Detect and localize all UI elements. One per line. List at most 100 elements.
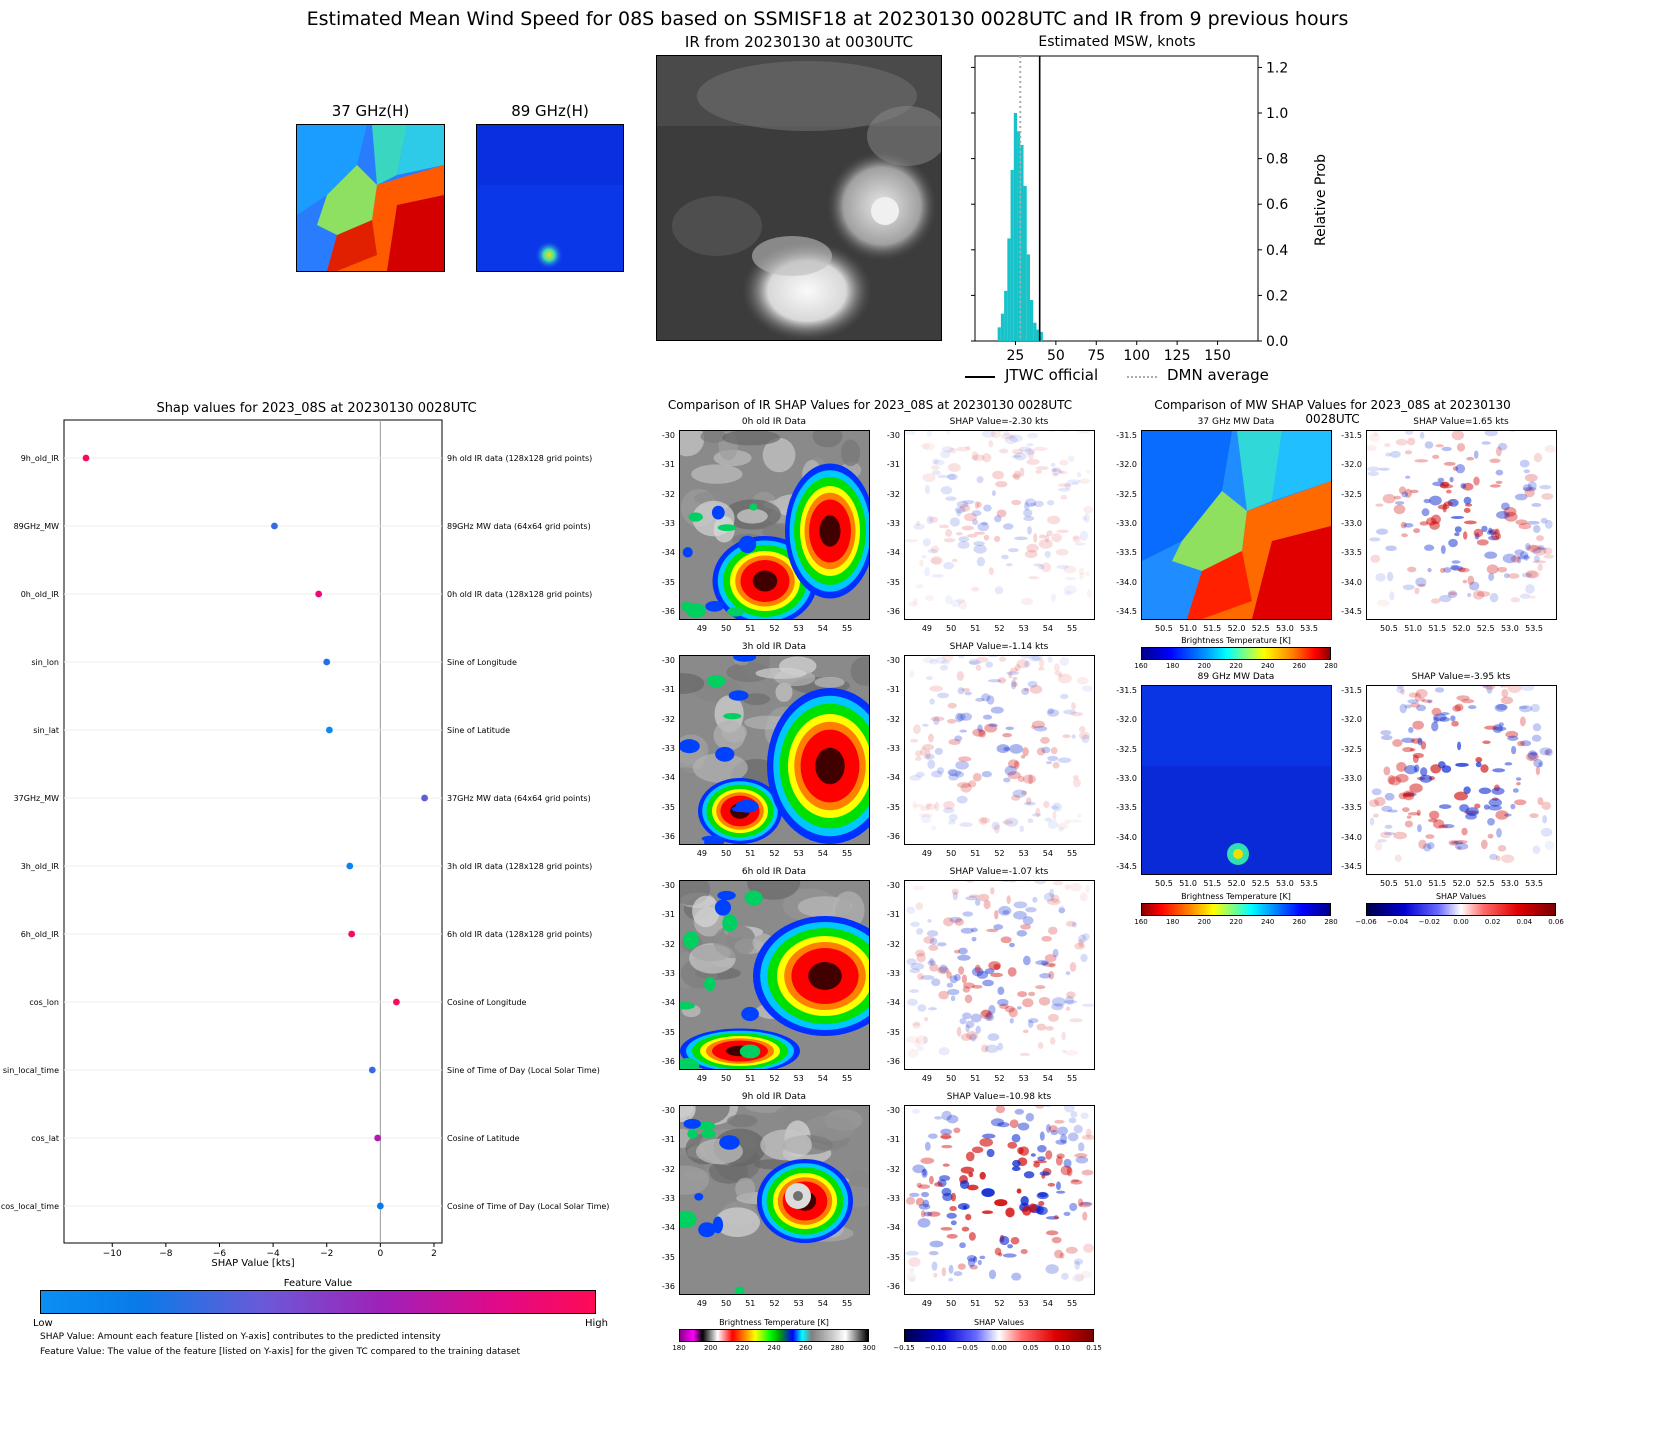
shap-blob (1079, 571, 1084, 580)
x-tick-label: 50.5 (1380, 624, 1398, 633)
shap-blob (1517, 740, 1525, 747)
shap-blob (997, 986, 1005, 995)
x-tick-label: 54 (817, 624, 828, 633)
shap-blob (1065, 1246, 1078, 1254)
shap-blob (984, 1044, 999, 1054)
shap-blob (934, 1182, 943, 1187)
shap-blob (925, 675, 933, 681)
shap-blob (908, 1267, 915, 1273)
shap-blob (1046, 530, 1053, 537)
shap-blob (997, 431, 1004, 433)
x-tick-label: 55 (1066, 1074, 1078, 1083)
shap-blob (1481, 441, 1491, 445)
shap-blob (1401, 533, 1408, 538)
colorbar-tick-label: 200 (703, 1344, 718, 1352)
shap-blob (1007, 1244, 1013, 1249)
shap-blob (1544, 519, 1553, 529)
shap-blob (1504, 813, 1512, 817)
shap-blob (1438, 824, 1449, 829)
mw37-region (1252, 526, 1331, 619)
shap-blob (981, 521, 988, 526)
shap-blob (911, 1108, 920, 1114)
colorbar-tick-label: 0.02 (1484, 918, 1501, 926)
x-tick-label: 49 (921, 1074, 932, 1083)
shap-blob (1056, 564, 1070, 569)
shap-blob (1480, 764, 1489, 773)
shap-blob (1014, 536, 1028, 541)
shap-blob (996, 744, 1010, 754)
shap-blob (1483, 686, 1496, 690)
colorbar-tick-label: −0.04 (1386, 918, 1409, 926)
shap-blob (1532, 845, 1541, 854)
shap-blob (1461, 827, 1468, 836)
msw-bars (997, 113, 1043, 341)
shap-blob (1037, 1191, 1048, 1198)
shap-blob (1053, 1215, 1059, 1220)
msw-x-tick-label: 100 (1123, 348, 1150, 364)
shap-blob (971, 586, 980, 592)
y-tick-label: -35 (661, 802, 675, 812)
shap-blob (1369, 432, 1381, 442)
shap-blob (994, 1199, 1008, 1207)
shap-blob (1061, 1272, 1069, 1280)
ir-small-cell (749, 503, 758, 511)
ir-small-cell (706, 674, 726, 688)
shap-blob (1519, 716, 1526, 727)
shap-blob (947, 473, 959, 481)
shap-blob (1048, 970, 1055, 980)
shap-blob (1424, 441, 1434, 449)
shap-blob (1038, 666, 1045, 671)
shap-blob (924, 1141, 931, 1151)
shap-blob (1070, 1111, 1078, 1118)
x-tick-label: 54 (817, 1074, 828, 1083)
shap-blob (909, 989, 919, 993)
shap-blob (1405, 792, 1417, 797)
shap-blob (1003, 746, 1010, 752)
shap-blob (1412, 754, 1419, 763)
shap-blob (945, 529, 952, 537)
shap-blob (920, 806, 930, 812)
shap-blob (1400, 688, 1405, 696)
shap-blob (1443, 461, 1456, 466)
shap-blob (1404, 475, 1411, 479)
shap-blob (922, 1168, 927, 1176)
shap-blob (995, 480, 1008, 488)
shap-blob (933, 716, 940, 726)
shap-blob (1045, 1150, 1053, 1160)
shap-blob (1013, 452, 1027, 461)
shap-blob (1524, 487, 1535, 498)
shap-blob (960, 783, 972, 793)
shap-blob (948, 769, 962, 777)
shap-blob (906, 906, 916, 914)
shap-blob (990, 887, 995, 895)
shap-blob (1475, 757, 1483, 763)
shap-blob (922, 473, 936, 483)
x-tick-label: 53 (793, 1074, 804, 1083)
ir-cloud (691, 944, 732, 962)
shap-blob (1383, 766, 1391, 776)
shap-blob (1439, 804, 1452, 809)
shap-blob (1448, 840, 1459, 846)
shap-blob (1056, 822, 1068, 830)
shap-blob (924, 1016, 929, 1022)
shap-blob (1455, 843, 1469, 850)
shap-x-tick-label: 2 (431, 1249, 437, 1259)
shap-blob (948, 813, 958, 822)
shap-blob (1517, 555, 1531, 560)
shap-blob (929, 1175, 934, 1185)
shap-blob (988, 1004, 996, 1015)
shap-blob (978, 816, 988, 825)
shap-blob (1081, 1169, 1094, 1176)
shap-blob (1077, 431, 1091, 434)
ir-cloud (762, 437, 796, 473)
ir-bt-colorbar-ticks: 180 200 220 240 260 280 300 (672, 1344, 875, 1356)
y-tick-label: -36 (886, 832, 900, 841)
shap-blob (1074, 542, 1086, 546)
mw37-region (1142, 431, 1232, 561)
shap-blob (1030, 1153, 1036, 1157)
shap-blob (1494, 528, 1500, 539)
shap-blob (986, 1010, 993, 1020)
shap-blob (957, 1202, 970, 1210)
shap-blob (920, 1157, 935, 1164)
shap-blob (977, 724, 983, 733)
